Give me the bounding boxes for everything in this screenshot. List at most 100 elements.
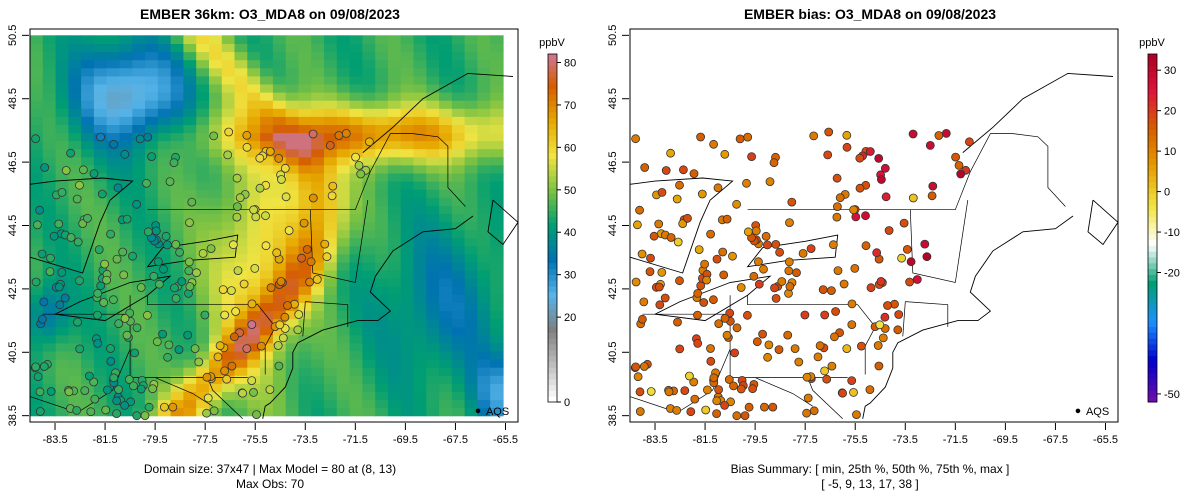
- model-site-marker: [184, 257, 194, 267]
- model-grid-cell: [209, 140, 223, 150]
- model-grid-cell: [451, 261, 466, 271]
- left-colorbar-segment: [548, 228, 557, 235]
- bias-site-marker: [922, 252, 932, 262]
- model-grid-cell: [426, 59, 440, 69]
- model-grid-cell: [426, 116, 440, 125]
- model-grid-cell: [234, 124, 248, 134]
- model-grid-cell: [93, 407, 108, 417]
- model-grid-cell: [68, 181, 82, 190]
- model-grid-cell: [439, 326, 453, 336]
- model-grid-cell: [221, 334, 236, 344]
- model-grid-cell: [170, 270, 184, 279]
- model-grid-cell: [311, 43, 325, 53]
- model-grid-cell: [183, 83, 197, 93]
- model-grid-cell: [285, 213, 300, 223]
- model-grid-cell: [81, 83, 95, 93]
- bias-site-marker: [927, 191, 937, 201]
- model-grid-cell: [119, 189, 133, 198]
- model-grid-cell: [183, 164, 197, 174]
- model-grid-cell: [183, 108, 197, 117]
- model-grid-cell: [439, 51, 453, 61]
- left-colorbar-tick-label: 70: [564, 100, 576, 112]
- model-grid-cell: [298, 197, 312, 206]
- model-grid-cell: [426, 189, 440, 198]
- model-grid-cell: [196, 124, 210, 134]
- left-colorbar-segment: [548, 291, 557, 299]
- model-grid-cell: [209, 237, 223, 247]
- model-grid-cell: [183, 367, 197, 376]
- model-grid-cell: [464, 342, 478, 352]
- bias-site-marker: [842, 130, 852, 140]
- bias-site-marker: [802, 372, 812, 382]
- model-grid-cell: [387, 318, 402, 328]
- model-grid-cell: [375, 350, 389, 360]
- right-coastline: [862, 215, 1074, 419]
- model-grid-cell: [272, 375, 287, 384]
- model-grid-cell: [272, 108, 287, 117]
- model-grid-cell: [209, 391, 223, 401]
- left-colorbar-segment: [548, 355, 557, 362]
- model-grid-cell: [439, 318, 453, 328]
- model-grid-cell: [285, 367, 300, 376]
- model-grid-cell: [145, 100, 159, 109]
- right-colorbar-segment: [1148, 112, 1157, 119]
- model-grid-cell: [247, 286, 261, 295]
- model-grid-cell: [439, 359, 453, 368]
- model-grid-cell: [234, 100, 248, 109]
- model-grid-cell: [272, 164, 287, 174]
- model-grid-cell: [260, 286, 274, 295]
- bias-site-marker: [847, 320, 857, 330]
- bias-site-marker: [790, 344, 800, 354]
- model-grid-cell: [183, 318, 197, 328]
- model-grid-cell: [311, 350, 325, 360]
- model-grid-cell: [375, 229, 389, 239]
- model-grid-cell: [439, 383, 453, 392]
- model-grid-cell: [221, 59, 236, 69]
- model-grid-cell: [490, 148, 504, 158]
- model-grid-cell: [285, 83, 300, 93]
- model-grid-cell: [285, 261, 300, 271]
- bias-site-marker: [765, 177, 775, 187]
- bias-site-marker: [905, 277, 915, 287]
- model-grid-cell: [119, 92, 133, 101]
- model-grid-cell: [209, 59, 223, 69]
- model-grid-cell: [490, 237, 504, 247]
- model-site-marker: [320, 239, 330, 249]
- model-grid-cell: [426, 213, 440, 223]
- model-grid-cell: [336, 148, 351, 158]
- model-grid-cell: [426, 181, 440, 190]
- model-grid-cell: [298, 140, 312, 150]
- right-colorbar-segment: [1148, 123, 1157, 130]
- model-grid-cell: [157, 310, 172, 320]
- bias-site-marker: [706, 229, 715, 239]
- model-grid-cell: [30, 399, 44, 409]
- right-colorbar-segment: [1148, 286, 1157, 293]
- model-grid-cell: [221, 189, 236, 198]
- model-grid-cell: [157, 51, 172, 61]
- model-site-marker: [233, 266, 243, 276]
- model-grid-cell: [464, 310, 478, 320]
- model-grid-cell: [209, 334, 223, 344]
- model-grid-cell: [221, 278, 236, 287]
- model-grid-cell: [375, 108, 389, 117]
- model-site-marker: [184, 266, 194, 276]
- model-grid-cell: [183, 407, 197, 417]
- left-colorbar-segment: [548, 77, 557, 84]
- model-grid-cell: [119, 108, 133, 117]
- left-colorbar-segment: [548, 257, 557, 264]
- model-grid-cell: [221, 399, 236, 409]
- model-grid-cell: [234, 375, 248, 384]
- model-grid-cell: [362, 189, 376, 198]
- model-grid-cell: [375, 310, 389, 320]
- model-grid-cell: [119, 59, 133, 69]
- model-grid-cell: [247, 350, 261, 360]
- model-grid-cell: [68, 334, 82, 344]
- left-colorbar-segment: [548, 175, 557, 183]
- left-colorbar-segment: [548, 204, 557, 212]
- model-grid-cell: [68, 189, 82, 198]
- model-grid-cell: [336, 278, 351, 287]
- model-grid-cell: [93, 350, 108, 360]
- left-colorbar-segment: [548, 181, 557, 188]
- model-grid-cell: [247, 83, 261, 93]
- model-grid-cell: [477, 59, 491, 69]
